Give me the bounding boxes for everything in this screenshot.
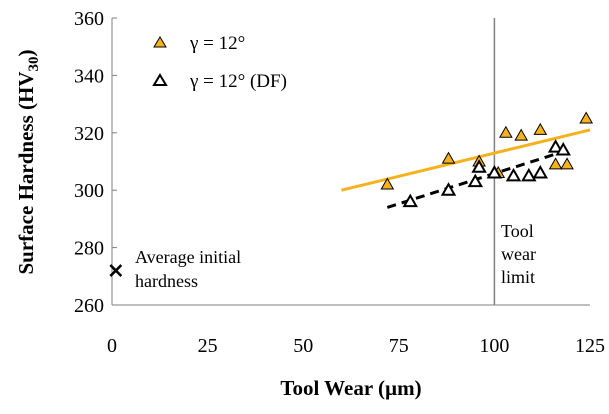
data-point-series-b [402, 193, 418, 208]
legend-label-series-a: γ = 12° [189, 33, 245, 54]
y-tick-label: 260 [74, 295, 104, 317]
initial-hardness-label-line2: hardness [135, 271, 198, 291]
data-point-series-b [486, 164, 503, 179]
data-point-series-a [514, 128, 529, 141]
data-point-series-b [505, 167, 522, 182]
y-tick-label: 300 [74, 180, 104, 202]
data-point-series-b [471, 159, 487, 173]
y-axis-title-close: ) [14, 50, 38, 57]
x-tick-label: 25 [198, 335, 218, 357]
data-point-series-b [467, 173, 484, 188]
y-axis-title-subscript: 30 [26, 57, 42, 72]
legend: γ = 12° γ = 12° (DF) [152, 33, 287, 92]
x-tick-label: 0 [107, 335, 117, 357]
y-tick-label: 360 [74, 8, 104, 30]
y-tick-label: 280 [74, 238, 104, 260]
data-point-series-b [521, 167, 537, 182]
plot-area [111, 18, 590, 306]
initial-hardness-x-stroke [109, 264, 123, 277]
data-point-series-a [548, 157, 563, 170]
legend-marker-hollow-triangle [152, 73, 168, 86]
y-axis-title: Surface Hardness (HV30) [14, 50, 42, 275]
trend-line-series-0 [341, 128, 591, 192]
data-point-series-a [499, 125, 513, 138]
x-tick-label: 75 [389, 335, 409, 357]
x-tick-label: 100 [479, 335, 509, 357]
data-point-series-b [547, 139, 564, 153]
tool-wear-limit-label-line3: limit [501, 267, 535, 287]
data-point-series-b [532, 164, 549, 179]
y-axis-title-main: Surface Hardness (HV [14, 72, 38, 275]
data-point-series-a [441, 151, 456, 164]
y-tick-label: 320 [74, 123, 104, 145]
tool-wear-limit-label-line2: wear [501, 244, 536, 264]
data-point-series-a [533, 122, 548, 135]
y-tick-label: 340 [74, 65, 104, 87]
initial-hardness-label-line1: Average initial [135, 247, 241, 267]
legend-label-series-b: γ = 12° (DF) [189, 71, 287, 92]
data-point-series-b [440, 182, 457, 196]
initial-hardness-marker [109, 264, 123, 277]
data-point-series-a [380, 177, 395, 190]
data-point-series-a [560, 157, 574, 170]
x-tick-labels: 0 25 50 75 100 125 [107, 335, 605, 357]
x-axis-title: Tool Wear (µm) [280, 376, 421, 400]
tool-wear-limit-label-line1: Tool [501, 221, 534, 241]
x-tick-label: 50 [293, 335, 313, 357]
data-markers [109, 111, 594, 277]
legend-marker-filled-triangle [153, 36, 167, 48]
data-point-series-a [579, 111, 594, 124]
annotations: Tool wear limit Average initial hardness [135, 221, 536, 291]
x-tick-label: 125 [575, 335, 605, 357]
y-tick-labels: 260 280 300 320 340 360 [74, 8, 117, 317]
data-point-series-b [555, 142, 571, 156]
